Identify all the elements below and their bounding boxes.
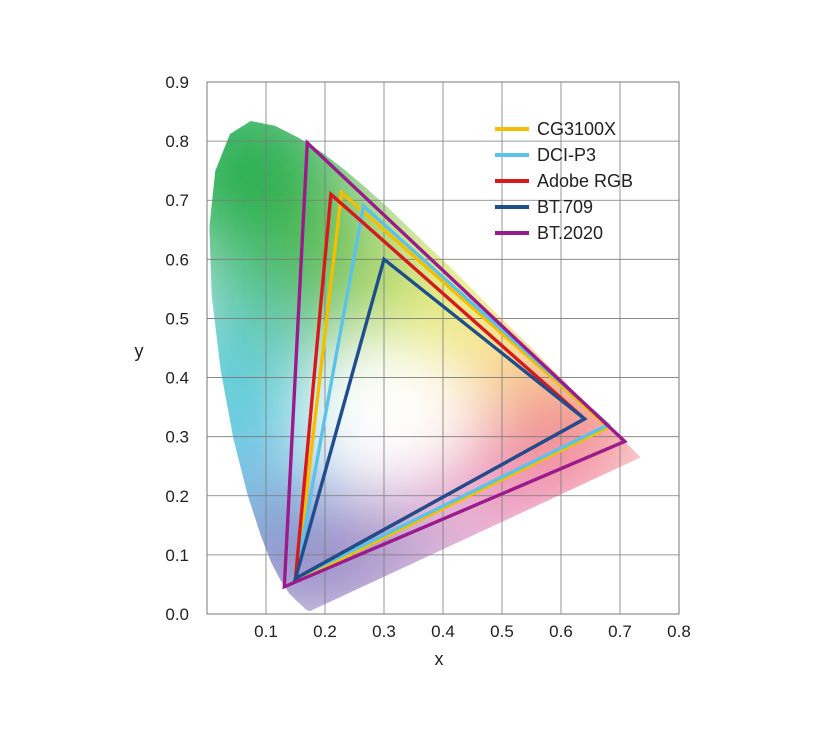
y-tick-label: 0.1	[165, 546, 189, 565]
x-tick-label: 0.7	[608, 622, 632, 641]
legend-label: Adobe RGB	[537, 171, 633, 191]
y-tick-label: 0.4	[165, 369, 189, 388]
y-tick-label: 0.6	[165, 250, 189, 269]
legend-item: BT.2020	[495, 223, 603, 243]
legend: CG3100X DCI-P3 Adobe RGB BT.709 BT.2020	[495, 119, 633, 243]
y-axis-ticks: 0.0 0.1 0.2 0.3 0.4 0.5 0.6 0.7 0.8 0.9	[165, 73, 189, 624]
gamut-triangle-cg3100x	[294, 189, 612, 584]
legend-label: BT.709	[537, 197, 593, 217]
y-tick-label: 0.0	[165, 605, 189, 624]
x-tick-label: 0.8	[667, 622, 691, 641]
y-axis-title: y	[135, 341, 144, 361]
y-tick-label: 0.8	[165, 132, 189, 151]
x-tick-label: 0.5	[490, 622, 514, 641]
gamut-triangle-bt-2020	[282, 139, 628, 590]
legend-label: DCI-P3	[537, 145, 596, 165]
x-axis-ticks: 0.1 0.2 0.3 0.4 0.5 0.6 0.7 0.8	[254, 622, 691, 641]
x-axis-title: x	[435, 649, 444, 669]
legend-item: BT.709	[495, 197, 593, 217]
legend-label: BT.2020	[537, 223, 603, 243]
y-tick-label: 0.3	[165, 428, 189, 447]
x-tick-label: 0.2	[313, 622, 337, 641]
y-tick-label: 0.7	[165, 191, 189, 210]
x-tick-label: 0.4	[431, 622, 455, 641]
x-tick-label: 0.6	[549, 622, 573, 641]
y-tick-label: 0.9	[165, 73, 189, 92]
legend-item: CG3100X	[495, 119, 616, 139]
legend-label: CG3100X	[537, 119, 616, 139]
legend-item: Adobe RGB	[495, 171, 633, 191]
legend-item: DCI-P3	[495, 145, 596, 165]
gamut-triangle-bt-709	[292, 256, 588, 582]
x-tick-label: 0.3	[372, 622, 396, 641]
y-tick-label: 0.5	[165, 309, 189, 328]
gamut-triangle-dci-p3	[293, 202, 612, 582]
gamut-triangles	[282, 139, 628, 590]
y-tick-label: 0.2	[165, 487, 189, 506]
x-tick-label: 0.1	[254, 622, 278, 641]
